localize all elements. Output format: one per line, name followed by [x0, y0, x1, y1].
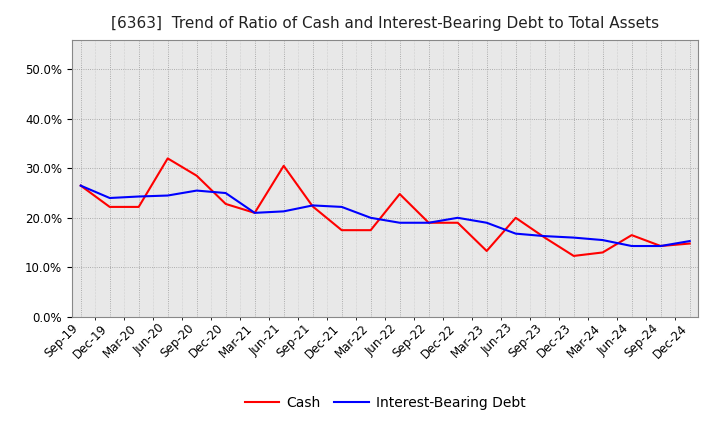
Interest-Bearing Debt — [685, 238, 694, 244]
Interest-Bearing Debt — [627, 243, 636, 249]
Interest-Bearing Debt — [657, 243, 665, 249]
Cash — [163, 156, 172, 161]
Interest-Bearing Debt — [163, 193, 172, 198]
Interest-Bearing Debt — [511, 231, 520, 236]
Interest-Bearing Debt — [76, 183, 85, 188]
Cash — [482, 248, 491, 253]
Title: [6363]  Trend of Ratio of Cash and Interest-Bearing Debt to Total Assets: [6363] Trend of Ratio of Cash and Intere… — [111, 16, 660, 32]
Line: Interest-Bearing Debt: Interest-Bearing Debt — [81, 186, 690, 246]
Cash — [395, 191, 404, 197]
Cash — [279, 163, 288, 169]
Cash — [424, 220, 433, 225]
Interest-Bearing Debt — [251, 210, 259, 216]
Cash — [221, 201, 230, 206]
Cash — [105, 204, 114, 209]
Cash — [598, 250, 607, 255]
Interest-Bearing Debt — [135, 194, 143, 199]
Cash — [338, 227, 346, 233]
Cash — [454, 220, 462, 225]
Interest-Bearing Debt — [454, 215, 462, 220]
Interest-Bearing Debt — [192, 188, 201, 193]
Interest-Bearing Debt — [424, 220, 433, 225]
Interest-Bearing Debt — [541, 234, 549, 239]
Cash — [657, 243, 665, 249]
Interest-Bearing Debt — [482, 220, 491, 225]
Interest-Bearing Debt — [308, 203, 317, 208]
Cash — [570, 253, 578, 259]
Line: Cash: Cash — [81, 158, 690, 256]
Cash — [366, 227, 375, 233]
Interest-Bearing Debt — [279, 209, 288, 214]
Cash — [541, 235, 549, 240]
Cash — [192, 173, 201, 178]
Interest-Bearing Debt — [366, 215, 375, 220]
Interest-Bearing Debt — [221, 191, 230, 196]
Interest-Bearing Debt — [395, 220, 404, 225]
Interest-Bearing Debt — [338, 204, 346, 209]
Cash — [251, 210, 259, 216]
Cash — [627, 232, 636, 238]
Cash — [685, 241, 694, 246]
Cash — [76, 183, 85, 188]
Cash — [511, 215, 520, 220]
Cash — [308, 204, 317, 209]
Cash — [135, 204, 143, 209]
Legend: Cash, Interest-Bearing Debt: Cash, Interest-Bearing Debt — [239, 390, 531, 415]
Interest-Bearing Debt — [598, 238, 607, 243]
Interest-Bearing Debt — [570, 235, 578, 240]
Interest-Bearing Debt — [105, 195, 114, 201]
